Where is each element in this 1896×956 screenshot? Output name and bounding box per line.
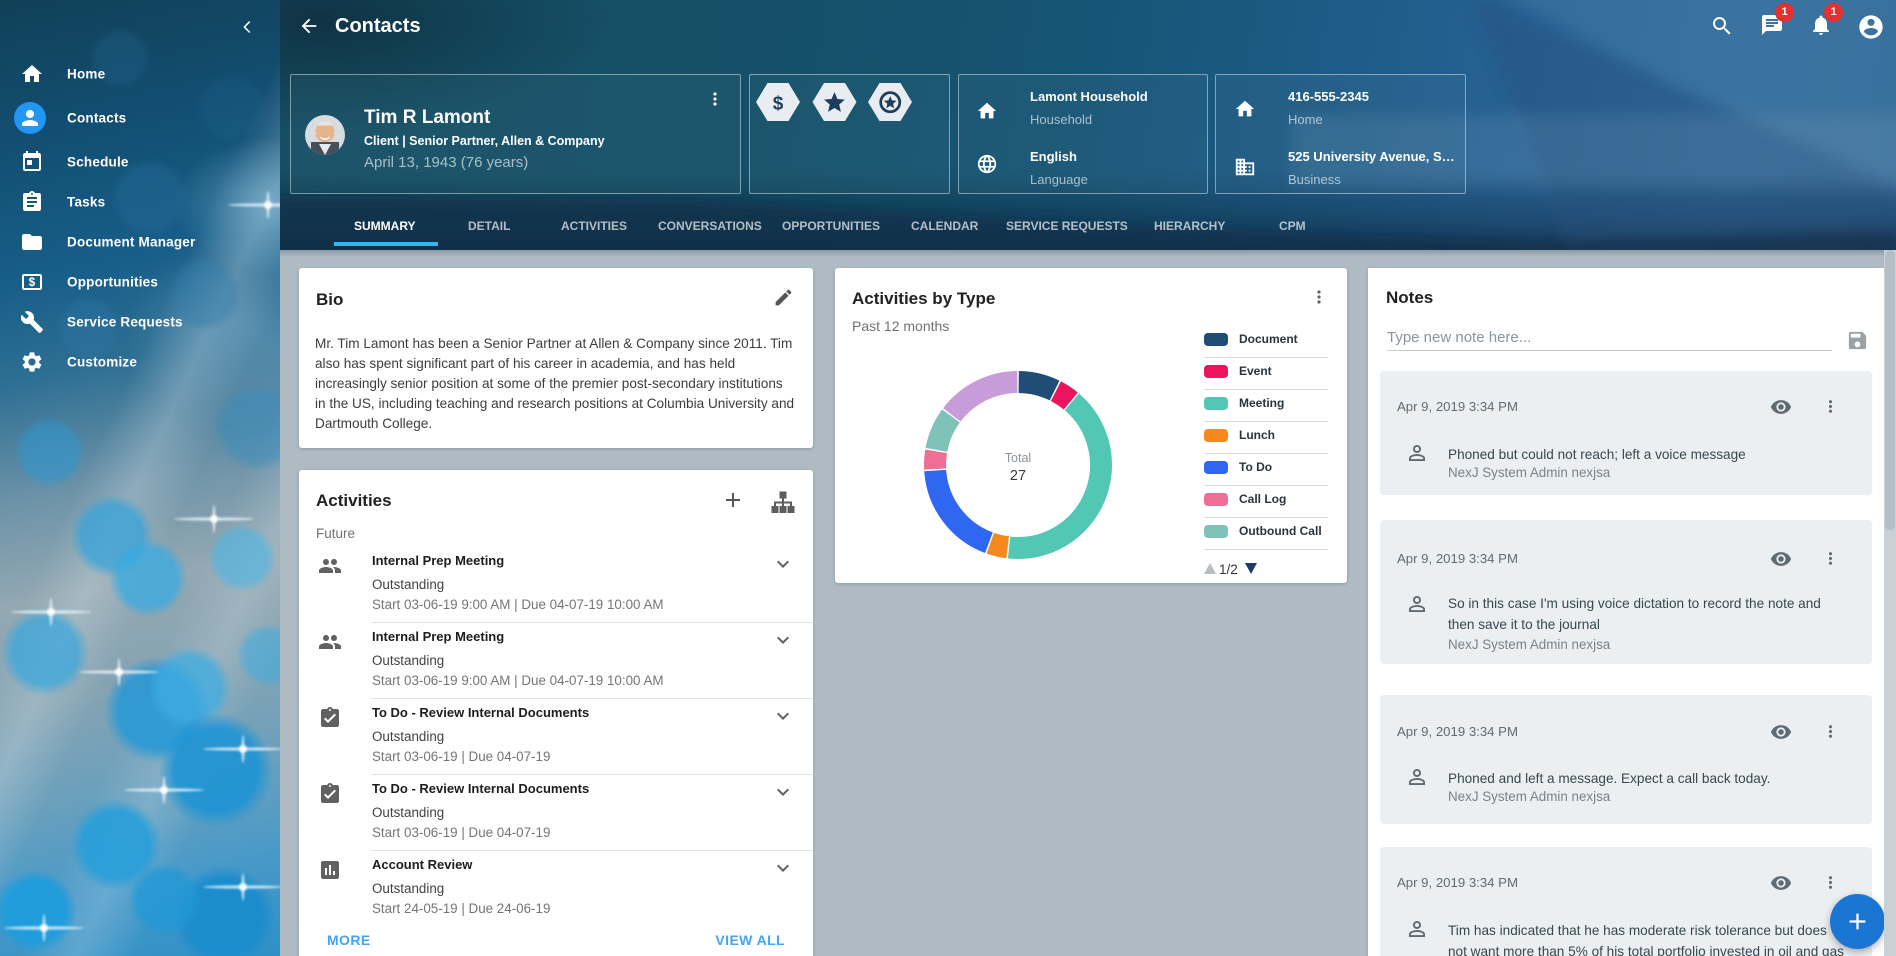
svg-text:$: $ xyxy=(773,94,784,115)
svg-text:$: $ xyxy=(29,277,36,289)
